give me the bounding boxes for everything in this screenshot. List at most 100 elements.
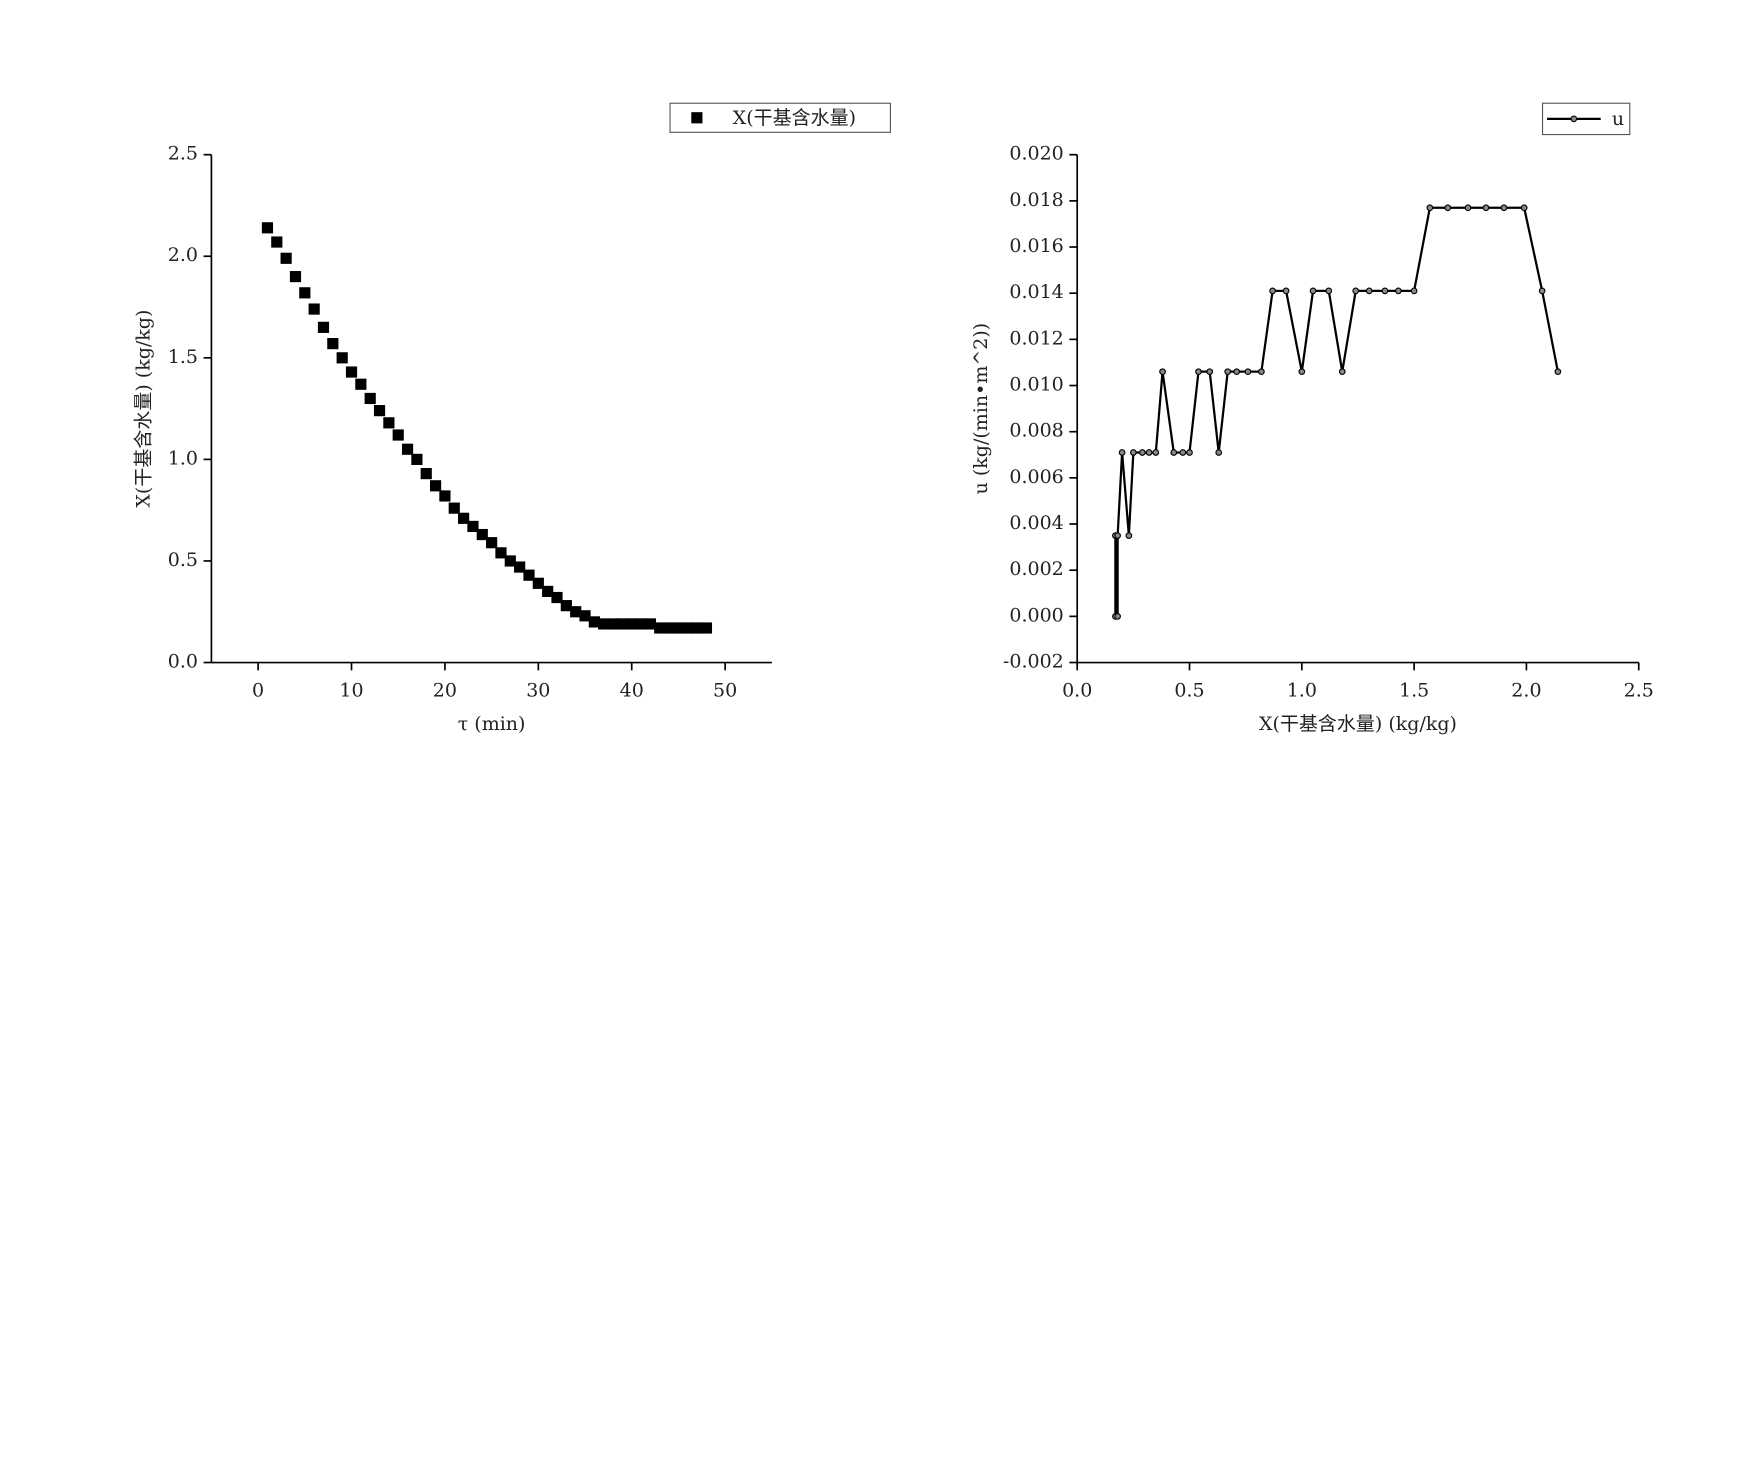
y-tick-label: 0.016 [1009, 235, 1063, 257]
legend-marker [691, 112, 703, 124]
point [588, 616, 600, 628]
point [1381, 287, 1389, 295]
point [579, 610, 591, 622]
y-tick-label: -0.002 [1003, 651, 1064, 673]
point [1282, 287, 1290, 295]
point [1365, 287, 1373, 295]
point [289, 270, 302, 283]
y-tick-label: 0.000 [1009, 604, 1063, 626]
point [392, 429, 404, 441]
point [308, 303, 320, 315]
x-tick-label: 20 [433, 680, 457, 702]
point [355, 378, 367, 390]
point [672, 622, 685, 634]
point [411, 453, 423, 465]
point [691, 622, 703, 634]
point [1186, 449, 1193, 456]
line [1114, 206, 1559, 617]
chart: 0.0 0.5 1.0 1.5 2.0 2.5 -0.002 0.000 0.002 0.004 0… [970, 102, 1654, 735]
point [1233, 368, 1241, 376]
y-tick-label: 0.5 [168, 549, 198, 571]
point [439, 490, 451, 502]
x-tick-label: 1.5 [1399, 680, 1429, 702]
point [1426, 204, 1434, 212]
point [1224, 368, 1232, 376]
y-tick-label: 0.004 [1009, 512, 1063, 534]
point [570, 606, 582, 618]
x-tick-label: 0.0 [1062, 680, 1092, 702]
point [663, 622, 675, 634]
y-tick-label: 1.5 [168, 346, 198, 368]
point [1554, 368, 1562, 376]
point [429, 480, 442, 492]
point [1244, 368, 1252, 376]
point [1444, 204, 1452, 212]
point [373, 405, 386, 417]
point [1206, 368, 1214, 376]
x-tick-label: 0 [252, 680, 264, 702]
y-tick-label: 0.008 [1009, 420, 1063, 442]
point [1258, 368, 1265, 376]
point [1538, 287, 1546, 295]
point [1170, 449, 1178, 456]
x-axis-label: X(干基含水量) (kg/kg) [1259, 713, 1457, 735]
x-tick-label: 2.0 [1511, 680, 1541, 702]
y-tick-label: 0.0 [168, 651, 198, 673]
x-tick-label: 40 [620, 680, 644, 702]
point [1215, 449, 1223, 456]
point [523, 569, 535, 581]
point [271, 236, 283, 248]
point [458, 512, 470, 524]
point [1195, 368, 1202, 376]
point [317, 321, 330, 333]
legend-label: X(干基含水量) [733, 107, 856, 129]
legend-marker [1570, 115, 1578, 123]
point [1298, 368, 1306, 376]
y-tick-label: 1.0 [168, 447, 198, 469]
point [476, 528, 488, 541]
y-axis-label: u (kg/(min•m^2)) [970, 323, 992, 495]
point [1464, 204, 1472, 212]
point [644, 618, 656, 630]
point [1159, 368, 1166, 376]
point [1125, 532, 1133, 539]
point [401, 443, 414, 455]
y-tick-label: 0.014 [1009, 281, 1063, 303]
y-tick-label: 2.0 [168, 244, 198, 266]
point [345, 366, 358, 378]
y-tick-label: 0.002 [1009, 558, 1063, 580]
point [1309, 287, 1317, 295]
y-tick-label: 2.5 [168, 143, 198, 165]
point [1352, 287, 1360, 295]
x-tick-label: 1.0 [1287, 680, 1317, 702]
x-tick-label: 0.5 [1174, 680, 1204, 702]
point [1482, 204, 1490, 212]
point [448, 502, 460, 514]
point [1152, 449, 1160, 456]
point [700, 622, 713, 634]
point [420, 468, 432, 480]
point [1114, 613, 1121, 620]
point [626, 618, 638, 630]
point [1325, 287, 1333, 295]
point [336, 352, 348, 364]
chart: 0 10 20 30 40 50 0.0 0.5 1.0 1.5 2.0 2.5 τ (min) X(干基… [132, 102, 891, 735]
x-tick-label: 10 [339, 680, 363, 702]
point [1118, 449, 1126, 456]
point [551, 591, 563, 604]
point [1520, 204, 1528, 212]
point [364, 392, 376, 405]
point [383, 417, 395, 429]
x-axis-label: τ (min) [458, 713, 526, 735]
point [1179, 449, 1187, 456]
y-axis-label: X(干基含水量) (kg/kg) [132, 310, 154, 508]
point [280, 252, 292, 264]
x-tick-label: 2.5 [1624, 680, 1654, 702]
y-tick-label: 0.020 [1009, 143, 1063, 165]
point [1500, 204, 1508, 212]
point [299, 287, 311, 299]
point [486, 537, 498, 549]
point [1410, 287, 1418, 295]
x-tick-label: 30 [526, 680, 550, 702]
point [532, 577, 544, 589]
